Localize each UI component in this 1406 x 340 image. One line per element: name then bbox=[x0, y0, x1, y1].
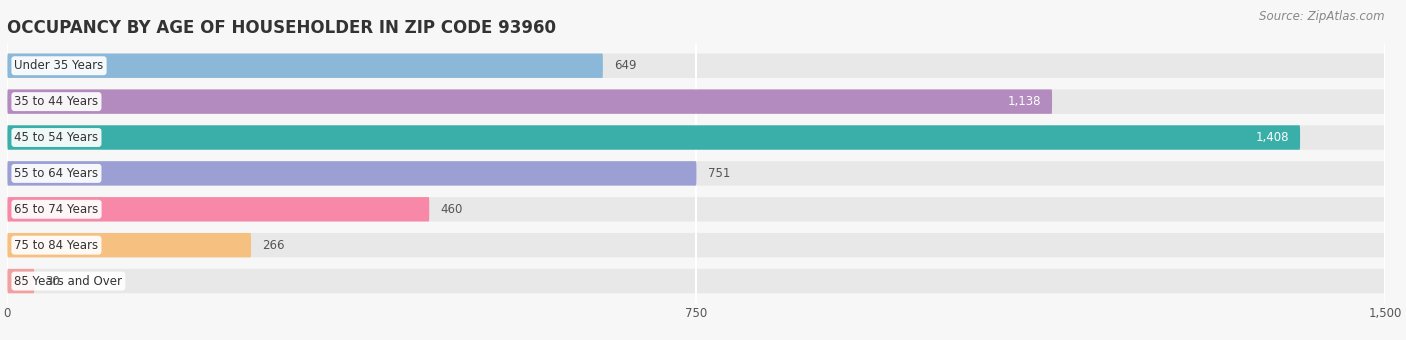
FancyBboxPatch shape bbox=[7, 161, 1385, 186]
FancyBboxPatch shape bbox=[7, 233, 1385, 257]
Text: 1,408: 1,408 bbox=[1256, 131, 1289, 144]
Text: OCCUPANCY BY AGE OF HOUSEHOLDER IN ZIP CODE 93960: OCCUPANCY BY AGE OF HOUSEHOLDER IN ZIP C… bbox=[7, 19, 555, 37]
Text: 1,138: 1,138 bbox=[1008, 95, 1042, 108]
Text: Under 35 Years: Under 35 Years bbox=[14, 59, 104, 72]
FancyBboxPatch shape bbox=[7, 125, 1385, 150]
FancyBboxPatch shape bbox=[7, 125, 1301, 150]
Text: 45 to 54 Years: 45 to 54 Years bbox=[14, 131, 98, 144]
Text: 266: 266 bbox=[263, 239, 285, 252]
FancyBboxPatch shape bbox=[7, 89, 1052, 114]
FancyBboxPatch shape bbox=[7, 89, 1385, 114]
FancyBboxPatch shape bbox=[7, 269, 34, 293]
Text: 649: 649 bbox=[614, 59, 637, 72]
Text: 30: 30 bbox=[45, 275, 60, 288]
Text: 65 to 74 Years: 65 to 74 Years bbox=[14, 203, 98, 216]
Text: 55 to 64 Years: 55 to 64 Years bbox=[14, 167, 98, 180]
Text: 35 to 44 Years: 35 to 44 Years bbox=[14, 95, 98, 108]
Text: 75 to 84 Years: 75 to 84 Years bbox=[14, 239, 98, 252]
FancyBboxPatch shape bbox=[7, 233, 252, 257]
FancyBboxPatch shape bbox=[7, 53, 603, 78]
FancyBboxPatch shape bbox=[7, 53, 1385, 78]
FancyBboxPatch shape bbox=[7, 161, 696, 186]
Text: 85 Years and Over: 85 Years and Over bbox=[14, 275, 122, 288]
FancyBboxPatch shape bbox=[7, 197, 1385, 221]
Text: 460: 460 bbox=[440, 203, 463, 216]
FancyBboxPatch shape bbox=[7, 197, 429, 221]
Text: 751: 751 bbox=[707, 167, 730, 180]
FancyBboxPatch shape bbox=[7, 269, 1385, 293]
Text: Source: ZipAtlas.com: Source: ZipAtlas.com bbox=[1260, 10, 1385, 23]
